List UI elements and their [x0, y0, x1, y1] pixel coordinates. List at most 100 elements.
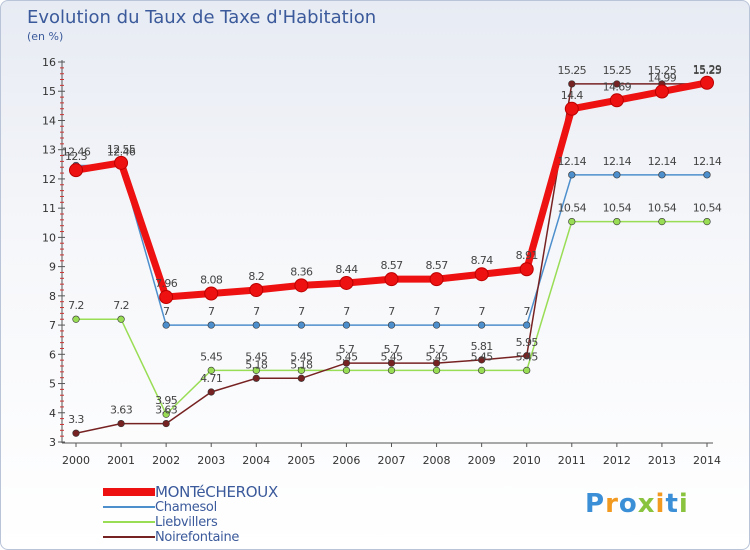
data-point	[609, 93, 624, 108]
data-point	[564, 101, 579, 116]
data-point	[69, 163, 83, 178]
data-label: 5.45	[426, 350, 449, 363]
data-point	[700, 75, 714, 90]
data-point	[478, 321, 486, 329]
x-tick-label: 2006	[332, 454, 360, 467]
x-tick-label: 2011	[558, 454, 586, 467]
legend-swatch-chamesol	[103, 506, 155, 508]
data-point	[387, 359, 396, 367]
data-label: 5.45	[471, 350, 494, 363]
data-point	[384, 272, 399, 287]
data-point	[613, 218, 621, 226]
data-point	[114, 155, 129, 170]
data-point	[117, 419, 125, 428]
data-label: 7.96	[155, 277, 178, 290]
data-point	[658, 218, 666, 226]
data-point	[432, 321, 441, 329]
legend-swatch-noirefontaine	[103, 536, 155, 538]
data-point	[117, 315, 125, 323]
data-label: 14.99	[648, 72, 677, 85]
logo-letter: o	[618, 489, 638, 519]
data-label: 7	[524, 305, 531, 318]
logo-letter: x	[637, 489, 656, 519]
data-label: 7	[298, 305, 305, 318]
y-tick-label: 7	[49, 319, 56, 332]
data-point	[342, 359, 351, 367]
data-point	[613, 80, 621, 88]
data-label: 15.25	[693, 64, 722, 77]
data-label: 14.4	[561, 89, 584, 102]
y-tick-label: 14	[42, 114, 56, 127]
data-label: 10.54	[648, 202, 677, 215]
logo-letter: t	[665, 489, 679, 519]
data-point	[342, 321, 351, 329]
chart-title: Evolution du Taux de Taxe d'Habitation	[27, 7, 377, 28]
y-tick-label: 8	[49, 290, 56, 303]
data-point	[568, 218, 576, 226]
data-label: 8.36	[290, 265, 313, 278]
data-point	[294, 278, 309, 293]
y-tick-label: 3	[49, 436, 56, 449]
data-point	[297, 366, 305, 374]
data-point	[658, 171, 666, 179]
data-label: 12.55	[107, 143, 136, 156]
data-label: 5.45	[290, 350, 313, 363]
data-point	[474, 267, 489, 282]
data-point	[478, 366, 486, 374]
y-tick-label: 15	[42, 85, 56, 98]
data-label: 7.2	[113, 299, 129, 312]
data-label: 8.57	[426, 259, 449, 272]
legend-label-chamesol: Chamesol	[155, 500, 217, 515]
y-tick-label: 5	[49, 378, 56, 391]
data-point	[252, 374, 260, 382]
data-label: 15.29	[693, 63, 722, 76]
x-tick-label: 2004	[242, 454, 270, 467]
data-label: 5.95	[516, 336, 539, 349]
data-point	[252, 366, 260, 374]
legend-label-noirefontaine: Noirefontaine	[155, 530, 240, 545]
data-point	[654, 84, 669, 99]
x-tick-label: 2002	[152, 454, 180, 467]
legend-label-liebvillers: Liebvillers	[155, 515, 218, 530]
data-label: 12.46	[62, 145, 91, 158]
data-label: 5.45	[516, 350, 539, 363]
data-label: 10.54	[693, 202, 722, 215]
data-label: 12.14	[558, 155, 587, 168]
data-label: 14.69	[603, 80, 632, 93]
data-point	[297, 374, 305, 382]
data-label: 15.25	[558, 64, 587, 77]
y-tick-label: 9	[49, 261, 56, 274]
data-point	[519, 262, 534, 277]
data-point	[342, 366, 351, 374]
data-point	[703, 218, 711, 226]
x-tick-label: 2012	[603, 454, 631, 467]
data-label: 5.45	[200, 350, 223, 363]
data-point	[613, 171, 621, 179]
data-label: 5.18	[245, 358, 268, 371]
legend-swatch-liebvillers	[103, 521, 155, 523]
data-point	[249, 283, 264, 297]
y-tick-label: 12	[42, 173, 56, 186]
data-label: 5.7	[429, 343, 445, 356]
data-point	[703, 171, 711, 179]
x-tick-label: 2014	[693, 454, 721, 467]
data-label: 5.81	[471, 340, 493, 353]
data-label: 3.63	[110, 404, 133, 417]
logo-letter: i	[655, 489, 666, 519]
data-label: 15.25	[603, 64, 632, 77]
data-label: 5.45	[380, 350, 403, 363]
x-tick-label: 2001	[107, 454, 135, 467]
x-tick-label: 2000	[62, 454, 90, 467]
logo-letter: i	[678, 489, 689, 519]
logo-letter: r	[605, 489, 619, 519]
data-point	[568, 80, 576, 88]
data-label: 12.46	[107, 145, 136, 158]
data-label: 12.14	[648, 155, 677, 168]
data-point	[432, 366, 441, 374]
data-label: 5.45	[245, 350, 268, 363]
data-label: 5.18	[290, 358, 313, 371]
x-tick-label: 2003	[197, 454, 225, 467]
x-tick-label: 2013	[648, 454, 676, 467]
y-tick-label: 6	[49, 348, 56, 361]
